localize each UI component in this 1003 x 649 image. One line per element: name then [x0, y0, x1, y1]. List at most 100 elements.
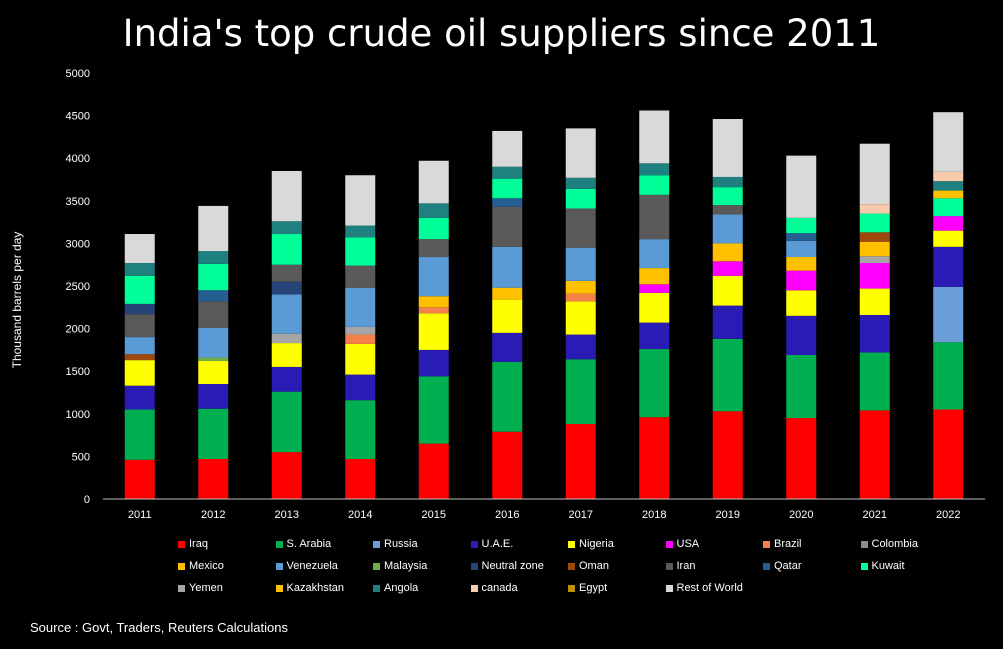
bar-segment-iran-2014 [345, 265, 376, 288]
bar-segment-angola-2019 [712, 176, 743, 188]
bar-segment-venezuela-2012 [198, 327, 229, 358]
bar-segment-kuwait-2020 [786, 217, 817, 234]
legend-item: Angola [373, 582, 418, 594]
bar-segment-rest-of-world-2014 [345, 175, 376, 226]
bar-segment-kuwait-2016 [492, 178, 523, 199]
bar-segment-nigeria-2019 [712, 275, 743, 306]
y-axis-label: Thousand barrels per day [10, 232, 24, 369]
bars-group [124, 110, 964, 499]
legend-item: Qatar [763, 560, 802, 572]
bar-segment-rest-of-world-2011 [124, 234, 155, 263]
bar-segment-brazil-2017 [565, 293, 596, 302]
legend-item: Egypt [568, 582, 607, 594]
bar-segment-u-a-e--2020 [786, 315, 817, 356]
bar-segment-nigeria-2020 [786, 290, 817, 316]
y-tick-label: 3000 [66, 238, 90, 250]
bar-segment-mexico-2017 [565, 280, 596, 294]
bar-segment-angola-2015 [418, 203, 449, 218]
legend-label: Venezuela [286, 560, 338, 572]
bar-segment-iraq-2015 [418, 443, 449, 499]
bar-segment-rest-of-world-2019 [712, 119, 743, 177]
legend-item: USA [665, 538, 699, 550]
bar-segment-venezuela-2013 [271, 294, 302, 334]
legend-swatch [275, 540, 283, 548]
legend-swatch [470, 540, 478, 548]
bar-segment-iraq-2016 [492, 431, 523, 499]
y-tick-label: 4000 [66, 153, 90, 165]
bar-segment-nigeria-2015 [418, 313, 449, 350]
bar-segment-s-arabia-2018 [639, 349, 670, 418]
bar-segment-iraq-2019 [712, 411, 743, 499]
bar-segment-kuwait-2021 [859, 213, 890, 233]
bar-segment-angola-2014 [345, 225, 376, 238]
bar-segment-neutral-zone-2011 [124, 303, 155, 315]
legend-label: Brazil [774, 538, 802, 550]
bar-segment-angola-2017 [565, 177, 596, 189]
legend-label: S. Arabia [286, 538, 332, 550]
legend-label: Angola [384, 582, 419, 594]
bar-segment-angola-2013 [271, 221, 302, 235]
bar-segment-iran-2017 [565, 208, 596, 248]
legend-swatch [568, 584, 575, 592]
x-tick-label: 2021 [863, 509, 887, 521]
bar-segment-yemen-2021 [859, 256, 890, 263]
y-tick-label: 1500 [66, 366, 90, 378]
bar-segment-s-arabia-2014 [345, 400, 376, 459]
bar-segment-rest-of-world-2013 [271, 170, 302, 222]
legend-item: Russia [373, 538, 418, 550]
legend-item: Neutral zone [470, 560, 544, 572]
y-tick-label: 1000 [66, 409, 90, 421]
legend-item: Malaysia [373, 560, 427, 572]
bar-segment-mexico-2018 [639, 268, 670, 285]
bar-segment-s-arabia-2022 [933, 342, 964, 410]
bar-segment-mexico-2021 [859, 241, 890, 257]
legend-label: Malaysia [384, 560, 428, 572]
bar-segment-s-arabia-2012 [198, 408, 229, 459]
legend-label: Egypt [579, 582, 608, 594]
bar-segment-u-a-e--2022 [933, 246, 964, 287]
bar-segment-qatar-2016 [492, 198, 523, 207]
bar-segment-rest-of-world-2015 [418, 160, 449, 204]
bar-segment-iran-2011 [124, 314, 155, 338]
bar-segment-u-a-e--2011 [124, 385, 155, 410]
bar-segment-u-a-e--2019 [712, 305, 743, 339]
legend-swatch [275, 562, 283, 570]
bar-segment-kuwait-2015 [418, 217, 449, 240]
legend-swatch [763, 540, 770, 548]
bar-segment-u-a-e--2021 [859, 314, 890, 353]
x-tick-label: 2016 [495, 509, 519, 521]
bar-segment-s-arabia-2019 [712, 338, 743, 412]
legend-label: Russia [384, 538, 418, 550]
bar-segment-nigeria-2011 [124, 360, 155, 386]
legend-label: Iran [676, 560, 696, 572]
legend-item: Colombia [860, 538, 918, 550]
bar-segment-iran-2018 [639, 194, 670, 240]
bar-segment-iran-2012 [198, 301, 229, 328]
legend-item: Yemen [178, 582, 223, 594]
y-tick-label: 0 [84, 494, 90, 506]
legend-swatch [373, 584, 380, 592]
x-tick-label: 2012 [201, 509, 225, 521]
legend-label: Kazakhstan [286, 582, 344, 594]
bar-segment-u-a-e--2017 [565, 334, 596, 360]
bar-segment-rest-of-world-2022 [933, 112, 964, 172]
bar-segment-kuwait-2012 [198, 263, 229, 291]
x-tick-label: 2013 [275, 509, 299, 521]
bar-segment-brazil-2014 [345, 334, 376, 344]
bar-segment-kuwait-2019 [712, 187, 743, 206]
legend-swatch [470, 562, 478, 570]
stacked-bar-chart: 0 500 1000 1500 2000 2500 3000 3500 4000 4500 5000… [10, 68, 985, 521]
legend-item: Mexico [178, 560, 224, 572]
bar-segment-kuwait-2022 [933, 198, 964, 217]
x-tick-label: 2014 [348, 509, 372, 521]
bar-segment-rest-of-world-2018 [639, 110, 670, 164]
bar-segment-venezuela-2014 [345, 287, 376, 327]
bar-segment-u-a-e--2013 [271, 366, 302, 392]
legend-label: Nigeria [579, 538, 614, 550]
y-tick-label: 500 [72, 451, 90, 463]
bar-segment-venezuela-2017 [565, 247, 596, 281]
bar-segment-iran-2013 [271, 264, 302, 282]
bar-segment-iran-2019 [712, 205, 743, 215]
bar-segment-mexico-2016 [492, 287, 523, 300]
x-axis: 2011 2012 2013 2014 2015 2016 2017 2018 2019 2020… [103, 498, 985, 521]
